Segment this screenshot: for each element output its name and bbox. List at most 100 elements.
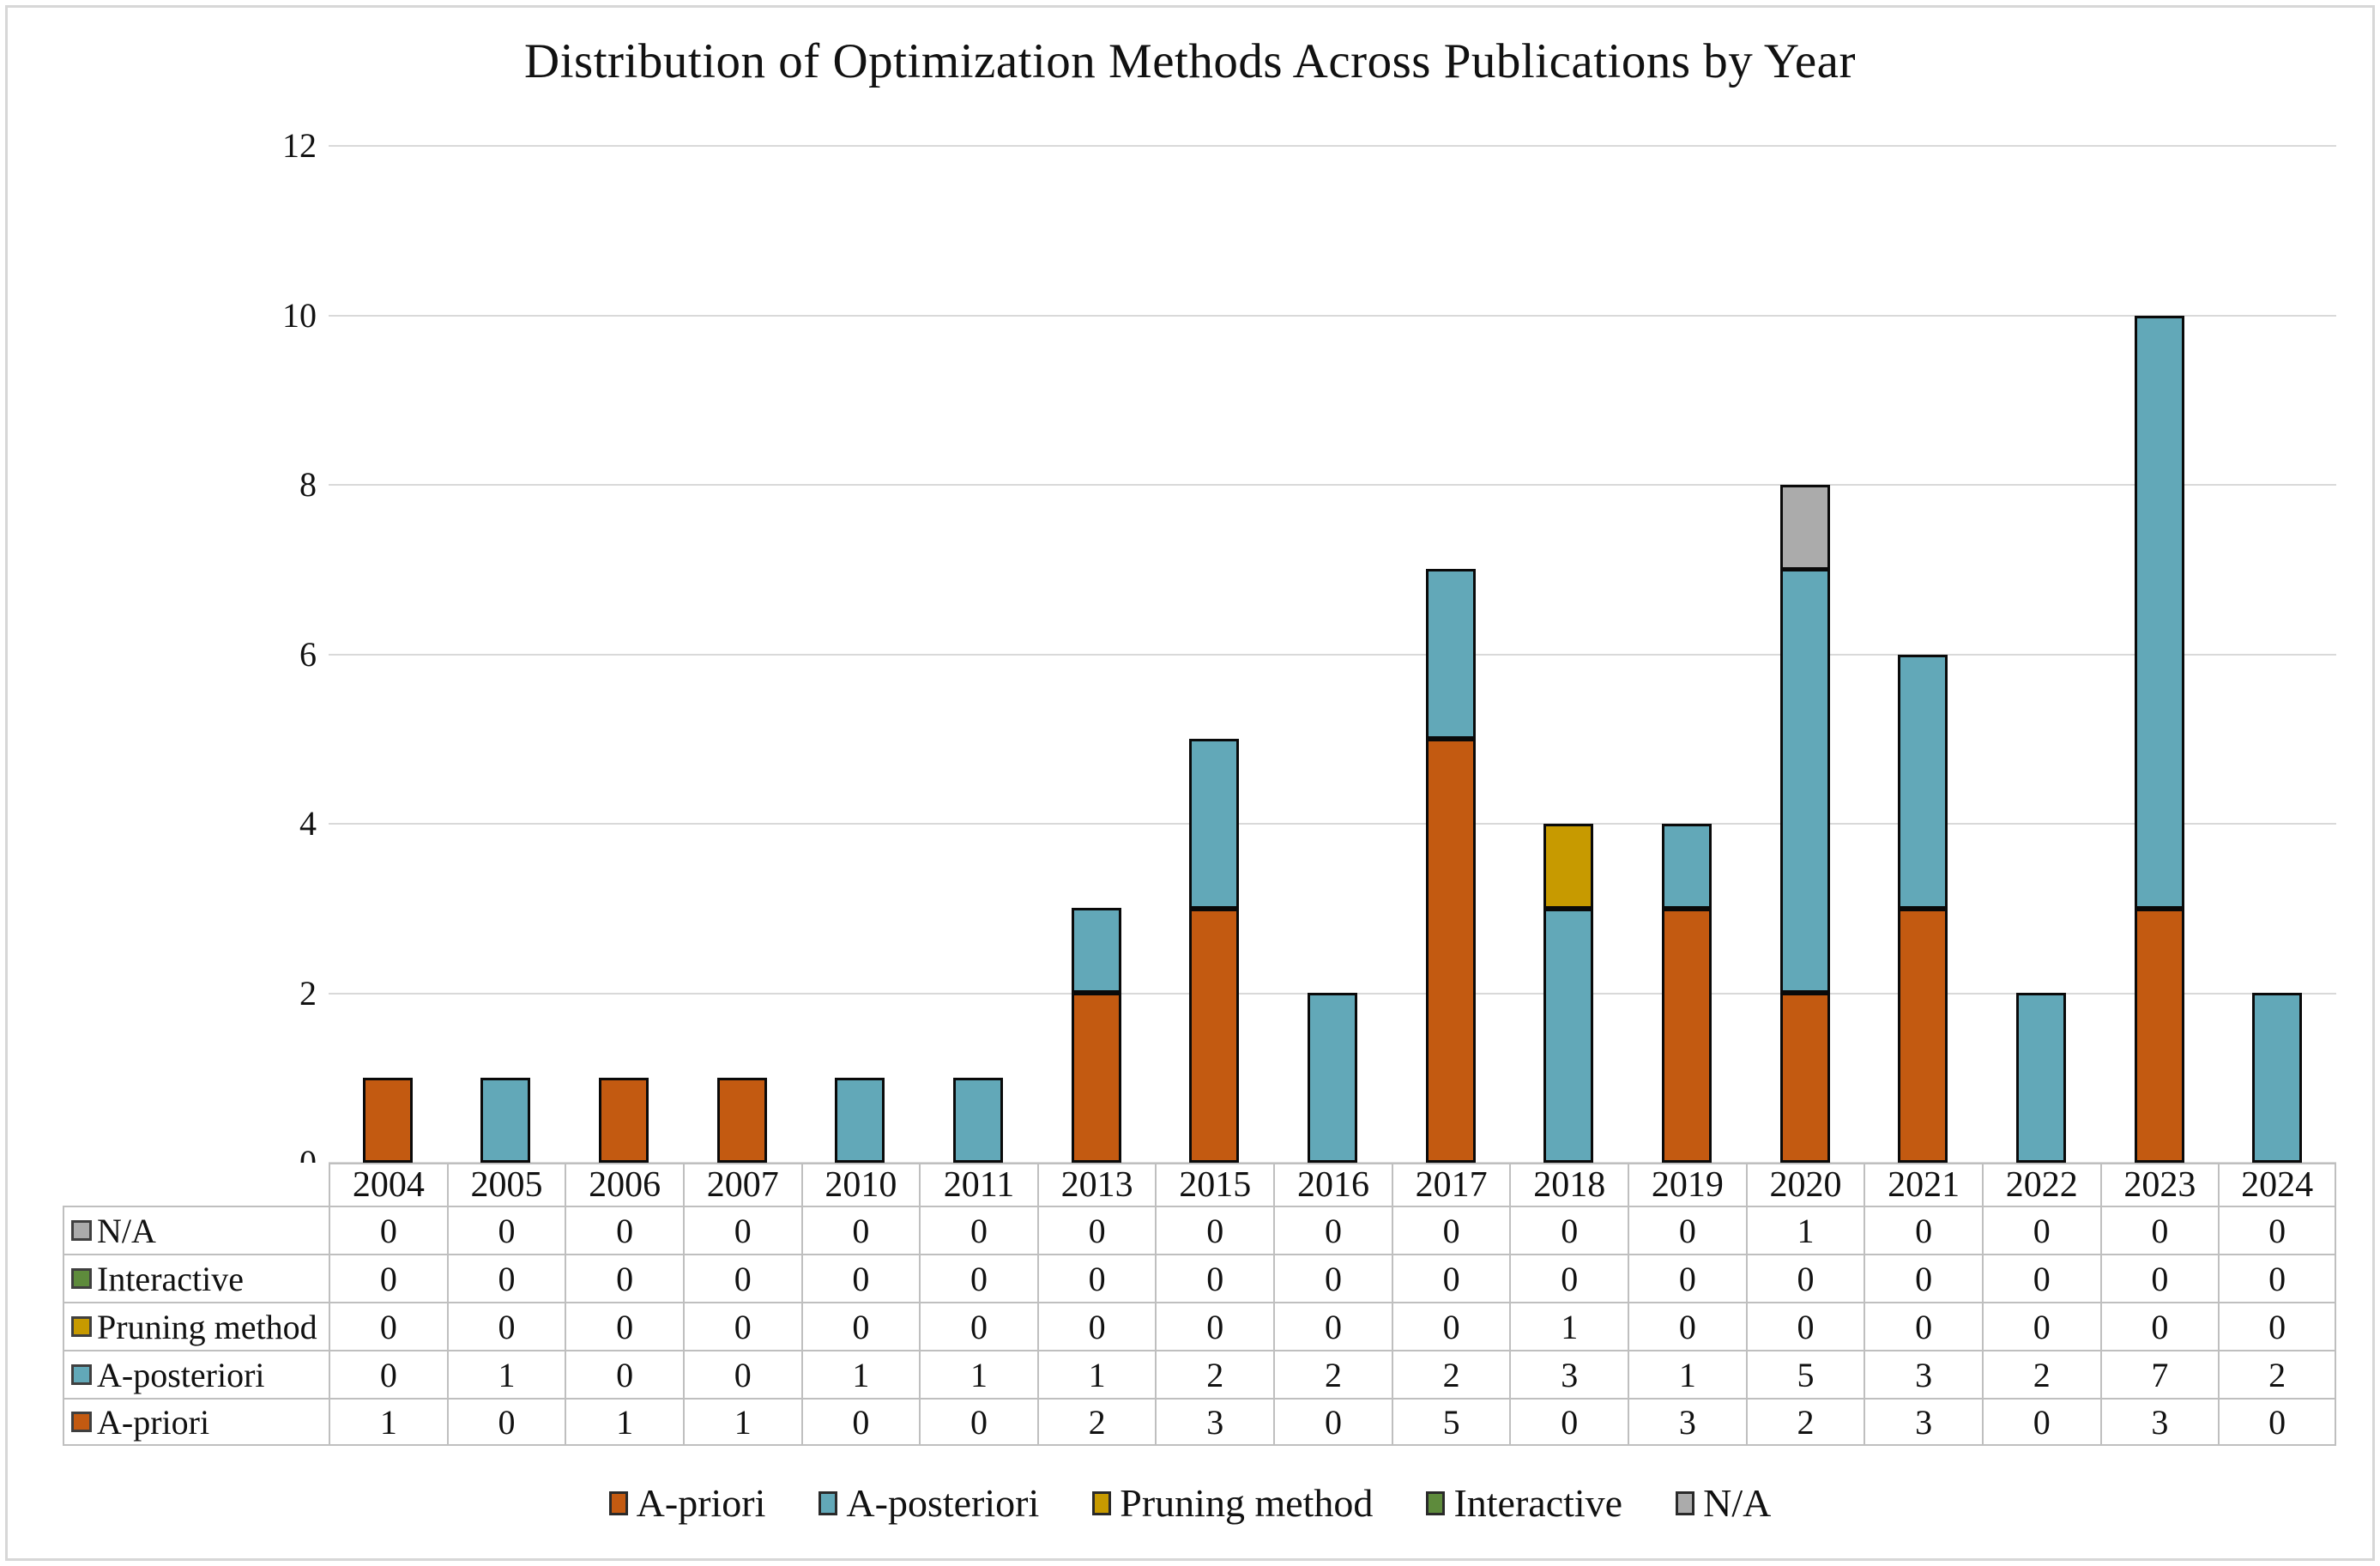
bar-column-2007 [683, 146, 801, 1163]
legend-label: Interactive [1453, 1481, 1623, 1525]
bar-segment-pruning-method-2018 [1543, 824, 1594, 909]
table-value-cell: 0 [1273, 1398, 1392, 1446]
bar-segment-a-priori-2007 [716, 1078, 767, 1163]
table-value-cell: 5 [1391, 1398, 1510, 1446]
chart-title: Distribution of Optimization Methods Acr… [524, 34, 1856, 88]
data-table: 2004 2005 2006 2007 2010 2011 2013 2015 2016 2017… [63, 1163, 2336, 1446]
table-value-cell: 0 [446, 1254, 565, 1302]
bar-segment-a-posteriori-2011 [953, 1078, 1004, 1163]
bar-column-2005 [447, 146, 565, 1163]
table-value-cell: 0 [2218, 1206, 2336, 1254]
table-value-cell: 0 [329, 1350, 447, 1398]
table-value-cell: 0 [1509, 1398, 1628, 1446]
table-value-cell: 0 [446, 1206, 565, 1254]
table-value-cell: 0 [1155, 1302, 1274, 1350]
legend-label: A-posteriori [846, 1481, 1040, 1525]
table-year-header: 2007 [682, 1163, 801, 1206]
table-row-label-text: A-priori [97, 1402, 210, 1442]
table-year-header: 2016 [1273, 1163, 1392, 1206]
table-value-cell: 0 [1628, 1254, 1746, 1302]
bar-segment-a-posteriori-2022 [2015, 993, 2066, 1163]
table-value-cell: 0 [682, 1206, 801, 1254]
table-year-header: 2022 [1981, 1163, 2100, 1206]
table-value-cell: 0 [800, 1398, 920, 1446]
table-value-cell: 1 [446, 1350, 565, 1398]
bar-segment-a-priori-2023 [2134, 909, 2184, 1163]
table-value-cell: 0 [682, 1254, 801, 1302]
bar-segment-a-priori-2006 [599, 1078, 649, 1163]
table-value-cell: 0 [1864, 1302, 1982, 1350]
table-value-cell: 2 [1036, 1398, 1156, 1446]
table-value-cell: 0 [1391, 1302, 1510, 1350]
legend-swatch-n-a [1676, 1490, 1695, 1515]
table-value-cell: 2 [1391, 1350, 1510, 1398]
bar-segment-a-posteriori-2019 [1661, 824, 1712, 909]
table-value-cell: 2 [1981, 1350, 2100, 1398]
table-value-cell: 5 [1745, 1350, 1864, 1398]
table-row-label-text: Interactive [97, 1259, 244, 1298]
table-year-header: 2013 [1036, 1163, 1156, 1206]
table-value-cell: 0 [919, 1206, 1037, 1254]
table-value-cell: 0 [329, 1254, 447, 1302]
table-value-cell: 0 [1509, 1206, 1628, 1254]
table-year-header: 2018 [1509, 1163, 1628, 1206]
legend-swatch-interactive [1426, 1490, 1446, 1515]
legend-swatch-a-posteriori [819, 1490, 838, 1515]
bar-segment-a-posteriori-2016 [1307, 993, 1357, 1163]
table-value-cell: 0 [1981, 1254, 2100, 1302]
table-value-cell: 1 [682, 1398, 801, 1446]
legend-item-interactive: Interactive [1426, 1480, 1622, 1526]
table-value-cell: 0 [2099, 1206, 2219, 1254]
bar-column-2019 [1628, 146, 1746, 1163]
bar-segment-a-posteriori-2024 [2252, 993, 2303, 1163]
table-key-swatch-a-posteriori [71, 1364, 92, 1385]
bar-column-2021 [1864, 146, 1982, 1163]
table-year-header: 2006 [565, 1163, 683, 1206]
bar-segment-a-posteriori-2010 [835, 1078, 885, 1163]
bar-column-2006 [565, 146, 683, 1163]
table-value-cell: 3 [1628, 1398, 1746, 1446]
table-value-cell: 0 [1155, 1254, 1274, 1302]
table-value-cell: 0 [2099, 1302, 2219, 1350]
bar-column-2017 [1392, 146, 1510, 1163]
table-value-cell: 0 [1273, 1254, 1392, 1302]
table-value-cell: 0 [1036, 1302, 1156, 1350]
table-value-cell: 0 [1864, 1206, 1982, 1254]
chart-figure: Distribution of Optimization Methods Acr… [5, 5, 2375, 1561]
bar-segment-a-priori-2021 [1898, 909, 1948, 1163]
table-value-cell: 0 [1745, 1254, 1864, 1302]
table-year-header: 2020 [1745, 1163, 1864, 1206]
table-value-cell: 3 [1155, 1398, 1274, 1446]
table-row-label: A-posteriori [63, 1350, 329, 1398]
legend-item-a-posteriori: A-posteriori [819, 1480, 1039, 1526]
table-row-label-text: N/A [97, 1211, 156, 1250]
table-year-header: 2015 [1155, 1163, 1274, 1206]
bar-segment-a-posteriori-2013 [1071, 908, 1121, 993]
table-value-cell: 0 [800, 1302, 920, 1350]
bar-column-2022 [1982, 146, 2100, 1163]
y-axis-tick-label: 8 [299, 465, 317, 504]
table-value-cell: 0 [1273, 1302, 1392, 1350]
table-value-cell: 3 [1864, 1350, 1982, 1398]
table-value-cell: 1 [919, 1350, 1037, 1398]
table-value-cell: 0 [1864, 1254, 1982, 1302]
table-value-cell: 1 [800, 1350, 920, 1398]
table-value-cell: 1 [565, 1398, 683, 1446]
gridline-y10 [329, 314, 2336, 317]
table-row-label: A-priori [63, 1398, 329, 1446]
gridline-y6 [329, 653, 2336, 656]
table-value-cell: 0 [1509, 1254, 1628, 1302]
bar-segment-a-posteriori-2017 [1425, 569, 1476, 739]
gridline-y12 [329, 145, 2336, 147]
table-row-label-text: Pruning method [97, 1307, 317, 1346]
bar-segment-a-posteriori-2018 [1543, 909, 1594, 1163]
table-year-header: 2024 [2218, 1163, 2336, 1206]
bar-segment-n-a-2020 [1779, 485, 1830, 570]
bar-segment-a-priori-2015 [1189, 909, 1240, 1163]
table-value-cell: 0 [565, 1350, 683, 1398]
y-axis-tick-label: 12 [282, 126, 317, 165]
table-value-cell: 0 [1981, 1302, 2100, 1350]
table-key-swatch-n-a [71, 1220, 92, 1241]
table-value-cell: 0 [329, 1302, 447, 1350]
table-key-swatch-pruning-method [71, 1316, 92, 1337]
